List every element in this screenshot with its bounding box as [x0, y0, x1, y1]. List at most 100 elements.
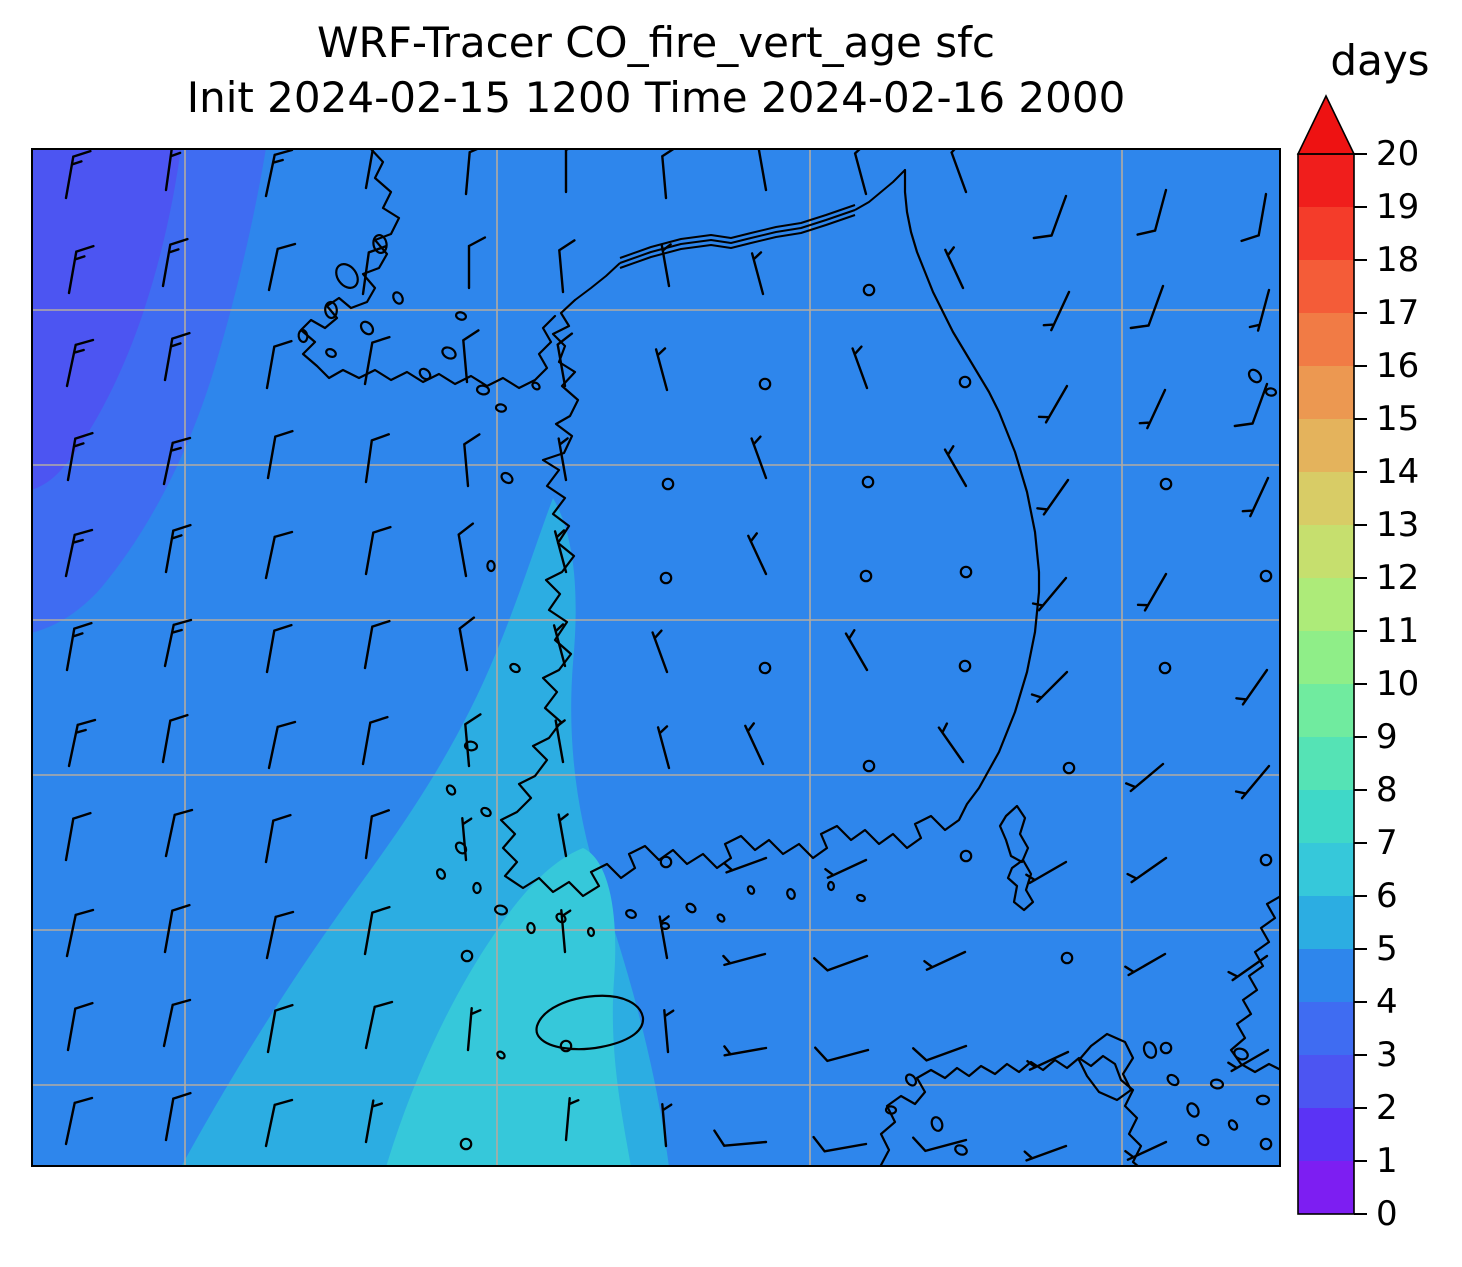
wind-barb-icon	[265, 339, 293, 390]
wind-barb-icon	[557, 437, 569, 482]
wind-barb-icon	[1124, 952, 1167, 977]
calm-wind-icon	[559, 1039, 573, 1053]
wind-barb-icon	[722, 952, 767, 967]
wind-barb-icon	[713, 1129, 768, 1147]
calm-wind-icon	[1259, 1137, 1273, 1151]
island-outline	[325, 348, 337, 358]
wind-barb-icon	[557, 813, 569, 858]
wind-barb-icon	[1235, 668, 1269, 706]
colorbar-tick-label: 11	[1376, 611, 1419, 651]
wind-barb-icon	[363, 905, 391, 956]
wind-barb-icon	[363, 335, 391, 386]
calm-wind-icon	[958, 659, 972, 673]
island-outline	[531, 381, 541, 391]
calm-wind-icon	[1259, 569, 1273, 583]
island-outline	[435, 868, 447, 880]
calm-wind-icon	[659, 571, 673, 585]
island-outline	[418, 367, 432, 381]
filled-contours	[31, 148, 1281, 1167]
wind-barb-icon	[1129, 284, 1165, 330]
calm-wind-icon	[862, 759, 876, 773]
wind-barb-icon	[1240, 192, 1268, 243]
wind-barb-icon	[757, 148, 768, 192]
wind-barb-icon	[651, 629, 669, 674]
wind-barb-icon	[560, 909, 572, 954]
wind-barb-icon	[466, 1007, 482, 1052]
island-outline	[475, 384, 491, 396]
island-outline	[496, 1050, 506, 1060]
wind-barb-icon	[553, 529, 568, 574]
island-outline	[625, 909, 637, 919]
wind-barb-icon	[1227, 1048, 1270, 1073]
wind-barb-icon	[750, 435, 768, 480]
colorbar-tick-label: 5	[1376, 929, 1398, 969]
calm-wind-icon	[958, 375, 972, 389]
wind-barb-icon	[163, 331, 191, 382]
island-outline	[1196, 1133, 1210, 1147]
wind-barb-icon	[937, 722, 965, 764]
calm-wind-icon	[661, 477, 675, 491]
colorbar-tick-label: 18	[1376, 240, 1419, 280]
wind-barb-icon	[1138, 388, 1167, 430]
colorbar-tick-label: 17	[1376, 293, 1419, 333]
wind-barb-icon	[1227, 954, 1269, 982]
wind-barb-icon	[1037, 384, 1069, 424]
region-southwest-core	[386, 848, 631, 1167]
island-outline	[1227, 1119, 1239, 1131]
wind-barb-icon	[750, 251, 765, 296]
wind-barb-icon	[264, 1098, 294, 1148]
colorbar-segments	[1298, 154, 1354, 1214]
wind-barb-icon	[564, 1097, 580, 1142]
island-outline	[1255, 1094, 1271, 1106]
wind-barb-icon	[364, 525, 392, 576]
wind-barb-icon	[364, 809, 390, 860]
wind-barb-icon	[813, 954, 869, 972]
wind-barb-icon	[267, 242, 297, 292]
colorbar-tick-label: 16	[1376, 346, 1419, 386]
island-outline	[445, 784, 457, 796]
wind-barb-icon	[161, 713, 189, 764]
island-outline	[716, 913, 726, 923]
island-outline	[1209, 1078, 1225, 1090]
wind-barb-icon	[663, 1009, 675, 1054]
island-outline	[493, 904, 509, 916]
wind-barb-icon	[162, 998, 192, 1048]
calm-wind-icon	[1062, 761, 1076, 775]
wind-barb-icon	[554, 719, 566, 764]
wind-barb-icon	[912, 1044, 968, 1062]
island-outline	[480, 806, 492, 818]
wind-barb-icon	[1023, 1144, 1068, 1162]
region-northwest-corner	[31, 148, 181, 490]
wind-barb-icon	[558, 239, 576, 294]
colorbar-tick-label: 2	[1376, 1088, 1398, 1128]
wind-barb-icon	[164, 808, 194, 858]
island-outline	[509, 662, 521, 674]
wind-barb-icon	[264, 148, 294, 198]
wind-barb-icon	[1031, 576, 1068, 612]
island-outline	[372, 233, 388, 255]
wind-barb-icon	[1026, 1050, 1070, 1071]
wind-barb-icon	[923, 950, 967, 971]
wind-barb-icon	[364, 1099, 383, 1144]
wind-barb-icon	[164, 1091, 192, 1142]
wind-barb-icon	[851, 345, 869, 390]
island-outline	[930, 1116, 944, 1132]
wind-barb-icon	[654, 347, 669, 392]
island-outline	[392, 291, 404, 305]
colorbar-tick-label: 8	[1376, 770, 1398, 810]
wind-barb-icon	[264, 813, 292, 864]
wind-barb-icon	[361, 715, 389, 766]
wind-barb-icon	[264, 530, 294, 580]
island-outline	[904, 1073, 918, 1087]
calm-wind-icon	[859, 569, 873, 583]
wind-barb-icon	[1032, 194, 1068, 240]
island-outline	[359, 320, 375, 336]
wind-barb-icon	[364, 148, 375, 190]
wind-barb-icon	[660, 243, 672, 288]
island-outline	[884, 1105, 898, 1115]
wind-barb-icon	[1126, 856, 1168, 884]
wind-barb-icon	[1125, 762, 1165, 793]
wind-barb-icon	[364, 433, 390, 484]
wind-barb-icon	[1241, 476, 1270, 518]
